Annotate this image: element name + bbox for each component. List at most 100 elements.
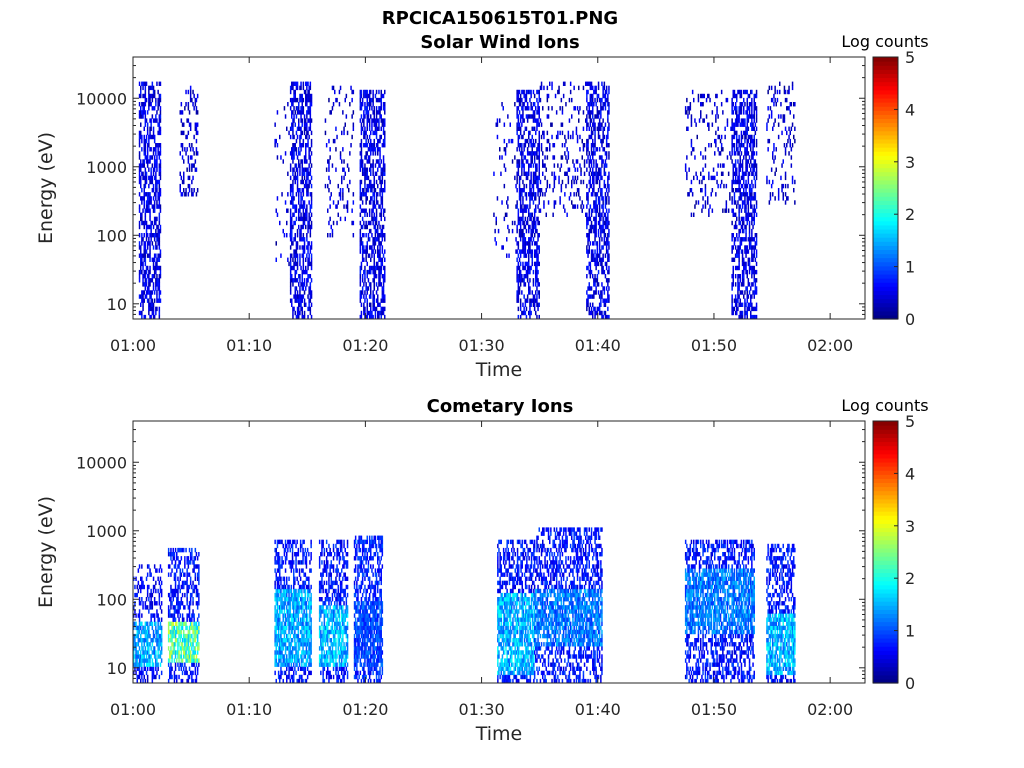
spectrogram-cell	[379, 249, 381, 254]
spectrogram-cell	[702, 102, 704, 107]
spectrogram-cell	[359, 228, 362, 234]
spectrogram-cell	[153, 597, 156, 602]
spectrogram-cell	[138, 114, 141, 119]
spectrogram-cell	[537, 204, 539, 209]
spectrogram-cell	[702, 204, 704, 209]
spectrogram-cell	[521, 155, 523, 160]
spectrogram-cell	[516, 97, 518, 103]
spectrogram-cell	[586, 274, 588, 279]
spectrogram-cell	[738, 171, 740, 176]
spectrogram-cell	[755, 163, 758, 168]
spectrogram-cell	[310, 163, 313, 168]
spectrogram-cell	[740, 249, 743, 254]
spectrogram-cell	[516, 159, 518, 164]
spectrogram-cell	[528, 245, 530, 250]
spectrogram-cell	[368, 237, 371, 242]
spectrogram-cell	[537, 143, 539, 148]
spectrogram-cell	[157, 588, 159, 594]
spectrogram-cell	[336, 97, 338, 103]
spectrogram-cell	[372, 151, 374, 156]
spectrogram-cell	[155, 196, 157, 201]
spectrogram-cell	[155, 188, 157, 193]
spectrogram-cell	[306, 97, 308, 103]
spectrogram-cell	[152, 310, 155, 316]
spectrogram-cell	[144, 175, 147, 181]
spectrogram-cell	[595, 233, 597, 238]
spectrogram-cell	[300, 224, 302, 230]
spectrogram-cell	[590, 143, 593, 148]
spectrogram-cell	[753, 249, 755, 254]
spectrogram-cell	[588, 188, 590, 193]
spectrogram-cell	[783, 143, 786, 148]
spectrogram-cell	[141, 310, 143, 316]
spectrogram-cell	[155, 588, 157, 594]
spectrogram-cell	[367, 155, 370, 160]
spectrogram-cell	[343, 204, 345, 209]
spectrogram-cell	[382, 102, 385, 107]
spectrogram-cell	[538, 188, 540, 193]
spectrogram-cell	[169, 629, 171, 635]
spectrogram-cell	[373, 245, 375, 250]
spectrogram-cell	[772, 151, 774, 156]
spectrogram-cell	[590, 286, 593, 291]
spectrogram-cell	[544, 175, 546, 181]
spectrogram-cell	[310, 97, 313, 103]
spectrogram-cell	[384, 188, 386, 193]
spectrogram-cell	[155, 179, 157, 185]
spectrogram-cell	[292, 257, 294, 262]
spectrogram-cell	[775, 102, 777, 107]
spectrogram-cell	[150, 102, 152, 107]
spectrogram-cell	[151, 302, 154, 307]
spectrogram-cell	[523, 274, 525, 279]
spectrogram-cell	[734, 163, 737, 168]
spectrogram-cell	[364, 306, 366, 312]
spectrogram-cell	[373, 175, 375, 181]
spectrogram-cell	[293, 278, 295, 283]
spectrogram-cell	[157, 122, 159, 127]
spectrogram-cell	[517, 220, 520, 226]
spectrogram-cell	[543, 134, 545, 140]
spectrogram-cell	[310, 143, 313, 148]
spectrogram-cell	[702, 118, 704, 123]
spectrogram-cell	[138, 564, 141, 569]
spectrogram-cell	[378, 282, 380, 287]
spectrogram-cell	[521, 89, 523, 95]
spectrogram-cell	[291, 298, 293, 303]
spectrogram-cell	[519, 114, 522, 119]
spectrogram-cell	[521, 249, 523, 254]
spectrogram-cell	[380, 310, 382, 316]
spectrogram-cell	[144, 257, 147, 262]
spectrogram-cell	[533, 175, 536, 181]
spectrogram-cell	[750, 183, 752, 189]
spectrogram-cell	[791, 122, 794, 127]
spectrogram-cell	[366, 245, 368, 250]
spectrogram-cell	[307, 110, 309, 115]
spectrogram-cell	[142, 159, 144, 164]
spectrogram-cell	[359, 179, 362, 185]
spectrogram-cell	[155, 118, 157, 123]
spectrogram-cell	[368, 143, 371, 148]
spectrogram-cell	[733, 306, 736, 312]
spectrogram-cell	[598, 110, 601, 115]
spectrogram-cell	[604, 204, 607, 209]
spectrogram-cell	[289, 298, 292, 303]
spectrogram-cell	[594, 171, 596, 176]
spectrogram-cell	[788, 151, 790, 156]
spectrogram-cell	[365, 106, 367, 111]
spectrogram-cell	[377, 200, 379, 205]
spectrogram-cell	[525, 114, 528, 119]
spectrogram-cell	[144, 278, 147, 283]
spectrogram-cell	[302, 286, 305, 291]
spectrogram-cell	[375, 282, 378, 287]
spectrogram-cell	[597, 167, 600, 172]
spectrogram-cell	[291, 85, 293, 91]
spectrogram-cell	[684, 110, 687, 115]
spectrogram-cell	[181, 143, 184, 148]
spectrogram-cell	[169, 621, 171, 626]
spectrogram-cell	[158, 265, 161, 271]
spectrogram-cell	[155, 183, 157, 189]
spectrogram-cell	[500, 171, 502, 176]
spectrogram-cell	[734, 93, 737, 99]
spectrogram-cell	[518, 179, 521, 185]
spectrogram-cell	[298, 200, 300, 205]
